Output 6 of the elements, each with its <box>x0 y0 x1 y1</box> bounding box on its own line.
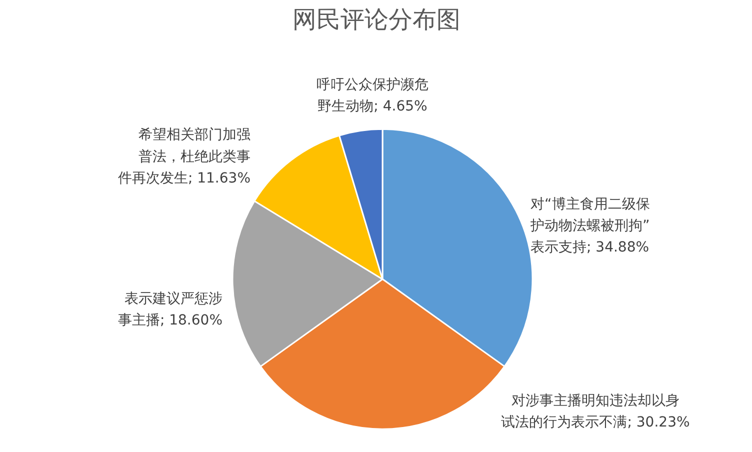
slice-label: 呼吁公众保护濒危野生动物; 4.65% <box>316 76 428 114</box>
slice-label: 希望相关部门加强普法，杜绝此类事件再次发生; 11.63% <box>118 127 251 186</box>
slice-label: 表示建议严惩涉事主播; 18.60% <box>118 290 223 329</box>
chart-title: 网民评论分布图 <box>292 6 460 34</box>
slice-label: 对“博主食用二级保护动物法螺被刑拘”表示支持; 34.88% <box>530 196 650 256</box>
slice-label: 对涉事主播明知违法却以身试法的行为表示不满; 30.23% <box>501 392 690 431</box>
